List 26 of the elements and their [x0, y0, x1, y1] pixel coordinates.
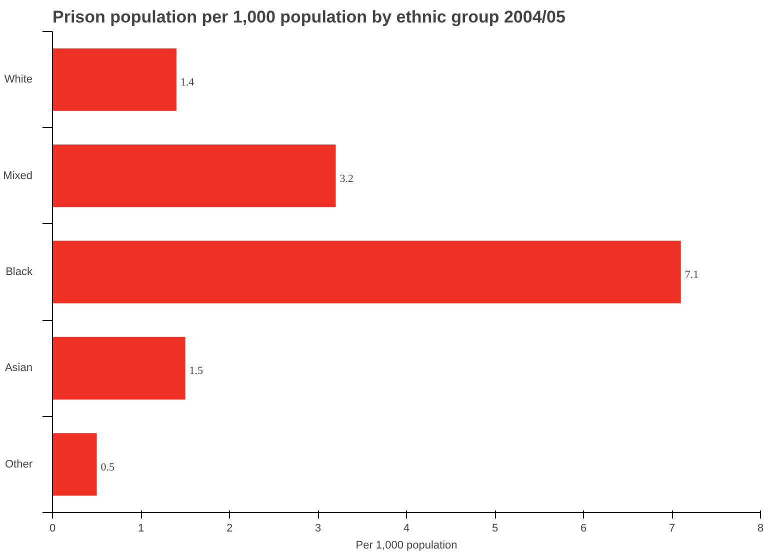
x-axis-title: Per 1,000 population	[356, 540, 458, 552]
x-tick-label: 2	[226, 522, 233, 534]
bar	[52, 240, 681, 304]
x-tick-label: 5	[492, 522, 498, 534]
y-tick-label: Black	[6, 266, 33, 278]
data-label: 1.5	[189, 365, 204, 378]
data-label: 7.1	[684, 269, 699, 281]
y-tick-label: Mixed	[3, 170, 32, 182]
bar	[52, 48, 176, 111]
data-label: 3.2	[340, 172, 354, 185]
x-tick-label: 1	[138, 522, 144, 534]
y-tick-label: White	[4, 74, 33, 86]
y-tick-label: Asian	[4, 362, 33, 374]
data-label: 0.5	[100, 461, 115, 474]
x-tick-label: 4	[403, 522, 410, 534]
bar	[52, 433, 97, 496]
x-tick-label: 7	[668, 522, 676, 534]
data-label: 1.4	[180, 76, 195, 89]
y-tick-label: Other	[4, 458, 33, 470]
bar	[52, 336, 186, 400]
x-tick-label: 8	[757, 522, 764, 534]
x-tick-label: 0	[49, 522, 56, 534]
x-tick-label: 3	[314, 522, 322, 534]
bar	[52, 144, 336, 208]
chart-title: Prison population per 1,000 population by ethnic group 2004/05	[52, 8, 566, 26]
x-tick-label: 6	[580, 522, 587, 534]
